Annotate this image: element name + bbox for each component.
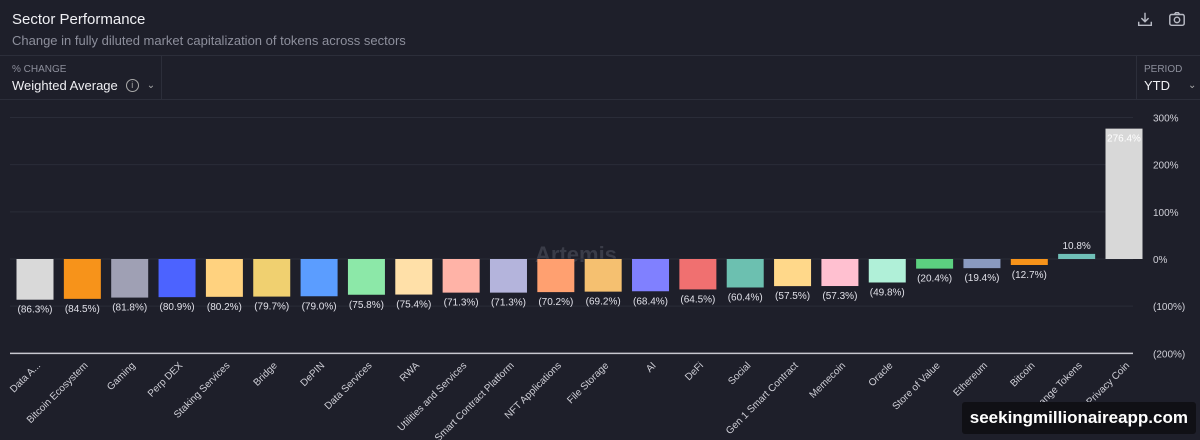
data-label: (12.7%)	[1012, 270, 1047, 281]
bar[interactable]	[489, 259, 527, 293]
y-tick-label: 100%	[1153, 208, 1179, 219]
change-value: Weighted Average	[12, 78, 118, 93]
data-label: (79.7%)	[254, 302, 289, 313]
y-tick-label: 300%	[1153, 113, 1179, 124]
chart-title: Sector Performance	[12, 11, 146, 28]
bar[interactable]	[916, 259, 954, 269]
x-tick-label: DePIN	[299, 360, 328, 389]
data-label: (86.3%)	[17, 305, 52, 316]
data-label: (75.4%)	[396, 300, 431, 311]
bar[interactable]	[679, 259, 717, 290]
bar[interactable]	[111, 259, 149, 298]
x-tick-label: Gaming	[105, 360, 138, 393]
x-tick-label: NFT Applications	[503, 360, 564, 421]
divider	[1136, 56, 1137, 99]
data-label: (57.3%)	[822, 291, 857, 302]
bar[interactable]	[395, 259, 433, 295]
bar[interactable]	[442, 259, 480, 293]
bar[interactable]	[584, 259, 622, 292]
watermark: seekingmillionaireapp.com	[961, 402, 1196, 434]
controls-bar: % CHANGE Weighted Average i ⌄ PERIOD YTD ⌄	[0, 55, 1200, 100]
data-label: (71.3%)	[444, 298, 479, 309]
change-select[interactable]: % CHANGE Weighted Average i ⌄	[12, 56, 155, 99]
bar[interactable]	[726, 259, 764, 288]
chevron-down-icon: ⌄	[146, 80, 156, 91]
y-tick-label: (200%)	[1153, 349, 1185, 360]
period-value: YTD	[1144, 78, 1170, 93]
x-tick-label: Gen 1 Smart Contract	[724, 360, 801, 437]
data-label: (70.2%)	[538, 297, 573, 308]
data-label: (80.2%)	[207, 302, 242, 313]
y-tick-label: 0%	[1153, 255, 1168, 266]
chart-subtitle: Change in fully diluted market capitaliz…	[12, 33, 406, 48]
bar[interactable]	[774, 259, 812, 287]
bar[interactable]	[868, 259, 906, 283]
data-label: (68.4%)	[633, 296, 668, 307]
x-tick-label: Bitcoin Ecosystem	[25, 360, 91, 426]
y-tick-label: (100%)	[1153, 302, 1185, 313]
bar[interactable]	[632, 259, 670, 292]
x-tick-label: Bridge	[252, 360, 281, 389]
x-tick-label: Store of Value	[891, 360, 943, 412]
x-tick-label: Staking Services	[172, 360, 232, 420]
x-tick-label: AI	[644, 360, 658, 374]
change-label: % CHANGE	[12, 64, 67, 75]
x-tick-label: DeFi	[683, 360, 706, 383]
data-label: (84.5%)	[65, 304, 100, 315]
x-tick-label: Perp DEX	[146, 360, 185, 399]
x-tick-label: File Storage	[565, 360, 611, 406]
data-label: 276.4%	[1107, 134, 1141, 145]
y-tick-label: 200%	[1153, 161, 1179, 172]
chevron-down-icon: ⌄	[1188, 80, 1197, 91]
x-tick-label: Utilities and Services	[396, 360, 469, 433]
data-label: (71.3%)	[491, 298, 526, 309]
data-label: (75.8%)	[349, 300, 384, 311]
divider	[161, 56, 162, 99]
bar[interactable]	[205, 259, 243, 297]
bar[interactable]	[963, 259, 1001, 269]
bar[interactable]	[1058, 253, 1096, 259]
data-label: (19.4%)	[964, 273, 999, 284]
x-tick-label: RWA	[398, 360, 422, 384]
bar[interactable]	[253, 259, 291, 297]
data-label: (60.4%)	[728, 292, 763, 303]
data-label: (69.2%)	[586, 297, 621, 308]
x-tick-label: Privacy Coin	[1085, 360, 1132, 407]
x-tick-label: Bitcoin	[1008, 360, 1037, 389]
data-label: (81.8%)	[112, 303, 147, 314]
bar[interactable]	[821, 259, 859, 287]
x-tick-label: Oracle	[867, 360, 896, 389]
bar[interactable]	[537, 259, 575, 293]
data-label: (79.0%)	[302, 301, 337, 312]
bar[interactable]	[158, 259, 196, 298]
period-select[interactable]: PERIOD YTD ⌄	[1144, 56, 1196, 99]
data-label: (20.4%)	[917, 274, 952, 285]
bar[interactable]	[1010, 259, 1048, 265]
x-tick-label: Data A...	[8, 360, 43, 395]
x-tick-label: Data Services	[323, 360, 375, 412]
download-icon[interactable]	[1136, 10, 1154, 28]
x-tick-label: Smart Contract Platform	[433, 360, 517, 440]
bar[interactable]	[1105, 128, 1143, 259]
x-tick-label: Ethereum	[952, 360, 990, 398]
bar[interactable]	[63, 259, 101, 299]
x-tick-label: Memecoin	[808, 360, 848, 400]
camera-icon[interactable]	[1168, 10, 1186, 28]
data-label: (64.5%)	[680, 294, 715, 305]
bar[interactable]	[347, 259, 385, 295]
period-label: PERIOD	[1144, 64, 1183, 75]
chart-watermark: Artemis	[535, 242, 617, 267]
bar[interactable]	[16, 259, 54, 300]
x-tick-label: Social	[726, 360, 753, 387]
data-label: (80.9%)	[160, 302, 195, 313]
data-label: 10.8%	[1062, 241, 1090, 252]
info-icon[interactable]: i	[125, 79, 139, 92]
data-label: (57.5%)	[775, 291, 810, 302]
bar[interactable]	[300, 259, 338, 297]
data-label: (49.8%)	[870, 287, 905, 298]
